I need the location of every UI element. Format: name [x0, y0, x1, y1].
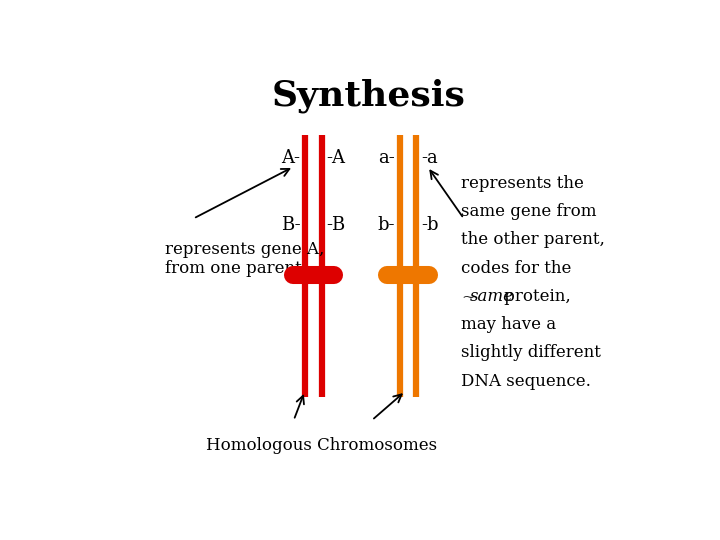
Text: protein,: protein, [499, 288, 571, 305]
Text: -B: -B [326, 216, 346, 234]
Text: may have a: may have a [461, 316, 556, 333]
Text: Homologous Chromosomes: Homologous Chromosomes [206, 437, 437, 454]
Text: represents gene A,: represents gene A, [166, 241, 325, 258]
Text: b-: b- [378, 216, 395, 234]
Text: the other parent,: the other parent, [461, 231, 605, 248]
Text: represents the: represents the [461, 175, 584, 192]
Text: same: same [470, 288, 514, 305]
Text: slightly different: slightly different [461, 345, 601, 361]
Text: Synthesis: Synthesis [272, 79, 466, 113]
Text: A-: A- [282, 150, 300, 167]
Text: codes for the: codes for the [461, 260, 572, 276]
Text: same gene from: same gene from [461, 203, 597, 220]
Text: -A: -A [326, 150, 345, 167]
Text: from one parent.: from one parent. [166, 260, 307, 277]
Text: DNA sequence.: DNA sequence. [461, 373, 591, 390]
Text: ~: ~ [461, 288, 475, 305]
Text: B-: B- [281, 216, 300, 234]
Text: -b: -b [421, 216, 438, 234]
Text: -a: -a [421, 150, 438, 167]
Text: a-: a- [379, 150, 395, 167]
